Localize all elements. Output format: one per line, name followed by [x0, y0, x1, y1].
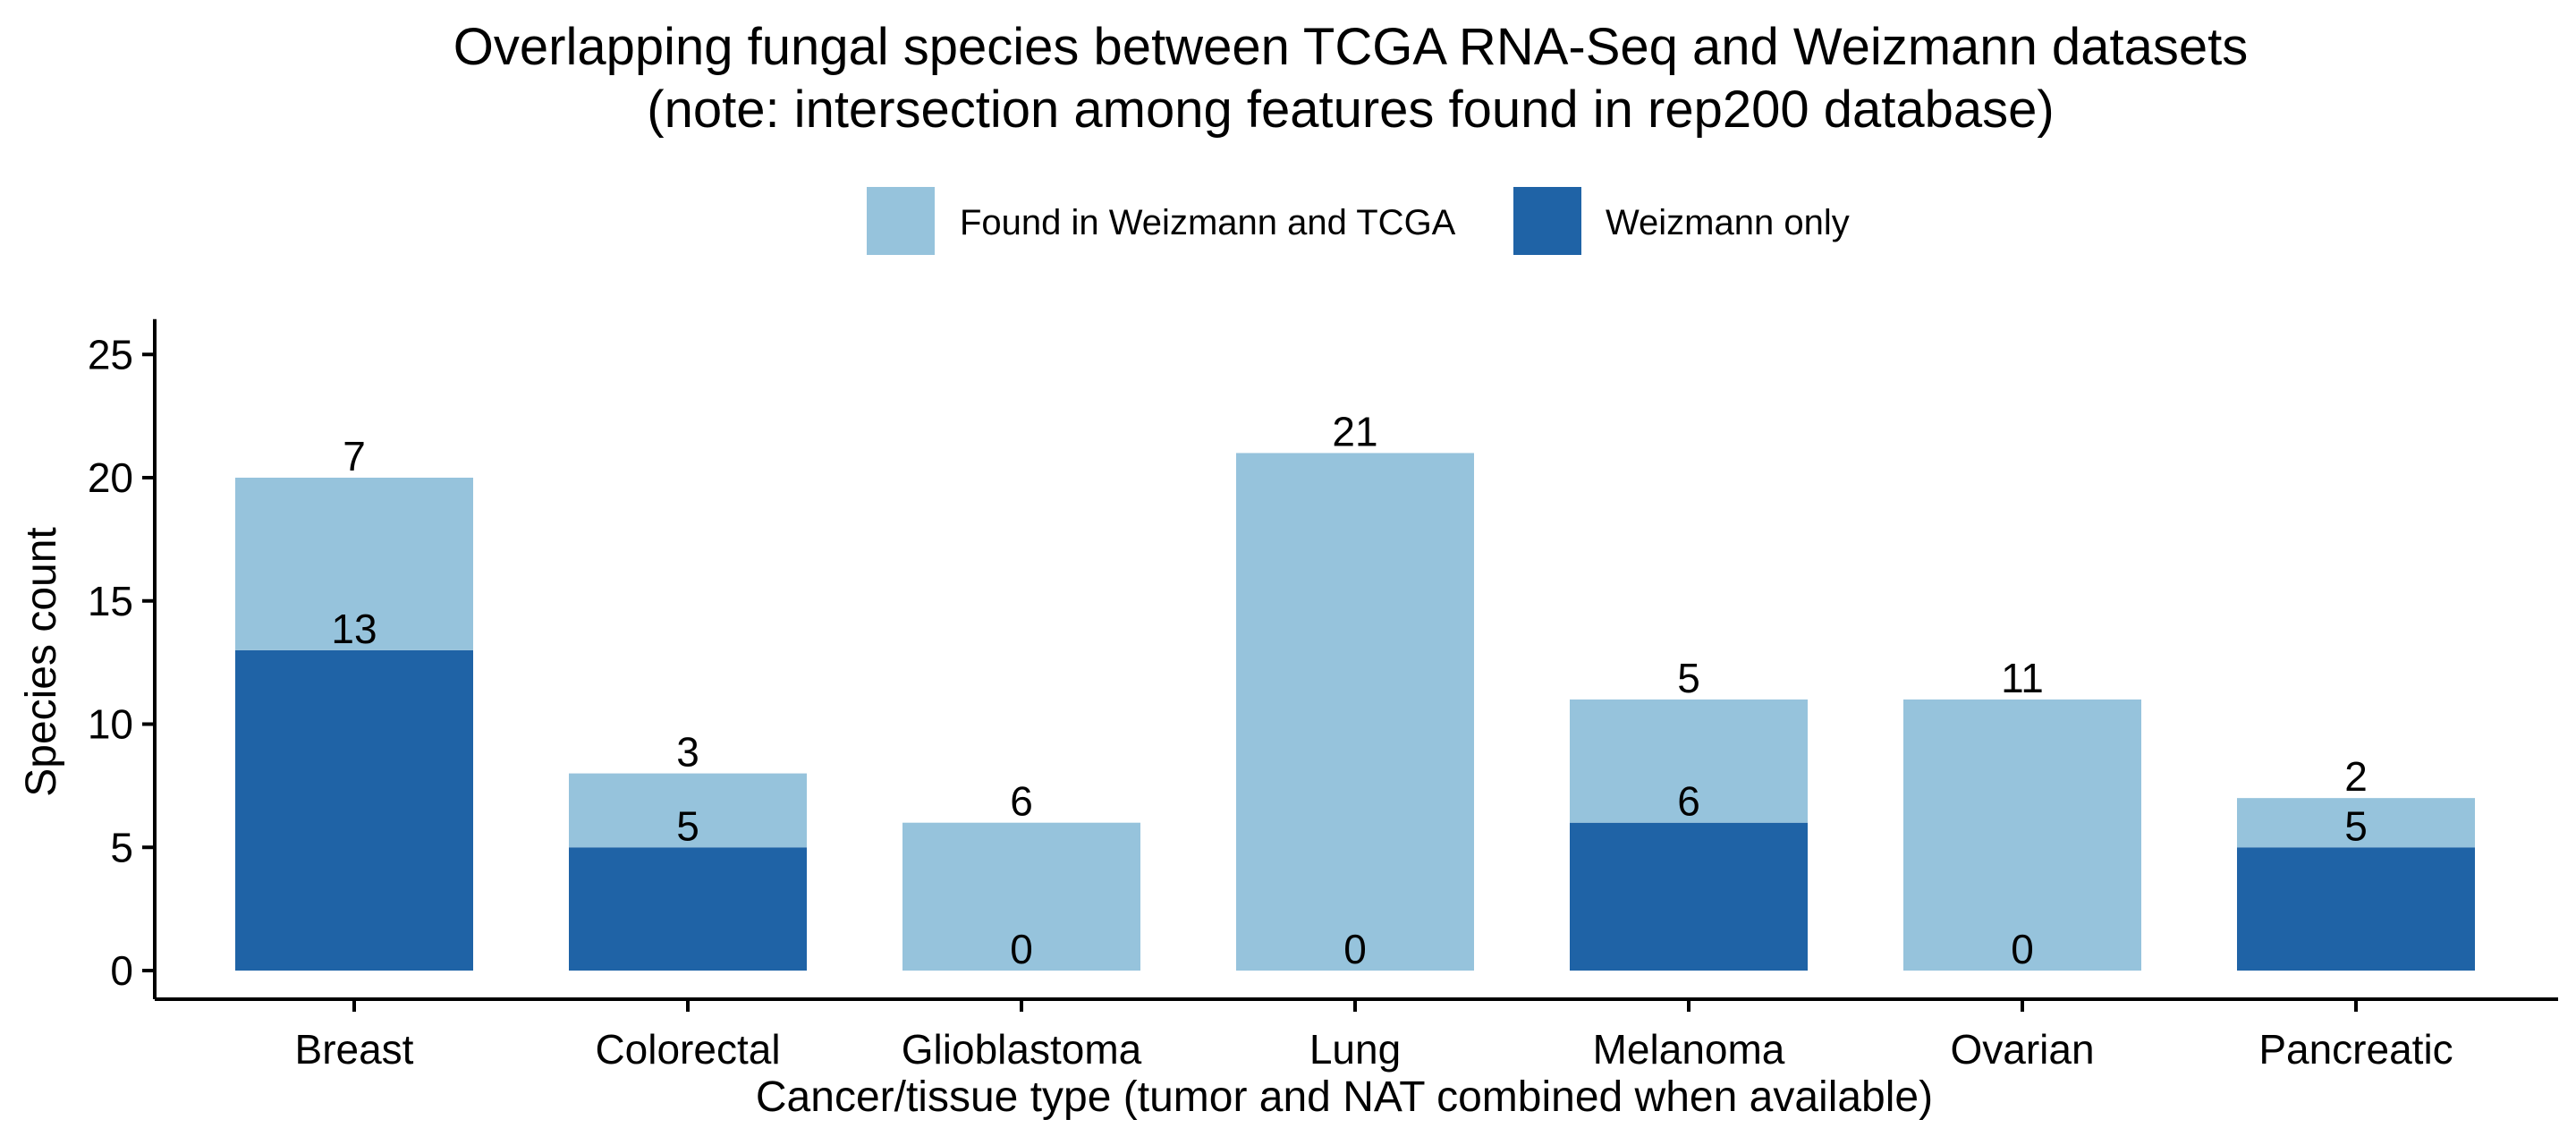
- data-label-pancreatic-found-in-weizmann-and-tcga: 2: [2344, 753, 2368, 800]
- bars: [235, 453, 2475, 971]
- legend-label-found-in-weizmann-and-tcga: Found in Weizmann and TCGA: [960, 203, 1456, 242]
- bar-lung-found-in-weizmann-and-tcga: [1236, 453, 1474, 971]
- data-label-glioblastoma-found-in-weizmann-and-tcga: 6: [1010, 778, 1033, 825]
- data-label-ovarian-found-in-weizmann-and-tcga: 11: [2001, 655, 2044, 701]
- bar-melanoma-weizmann-only: [1570, 822, 1808, 971]
- x-axis-title: Cancer/tissue type (tumor and NAT combin…: [756, 1073, 1933, 1121]
- legend-key-found-in-weizmann-and-tcga: [867, 187, 935, 255]
- data-label-colorectal-found-in-weizmann-and-tcga: 3: [676, 729, 699, 776]
- data-label-colorectal-weizmann-only: 5: [676, 802, 699, 849]
- data-label-lung-weizmann-only: 0: [1343, 926, 1367, 972]
- data-label-breast-weizmann-only: 13: [331, 606, 377, 652]
- y-tick-label: 10: [88, 701, 133, 748]
- x-tick-label-glioblastoma: Glioblastoma: [902, 1026, 1142, 1073]
- y-tick-label: 20: [88, 454, 133, 501]
- data-label-glioblastoma-weizmann-only: 0: [1010, 926, 1033, 972]
- bar-pancreatic-found-in-weizmann-and-tcga: [2237, 798, 2475, 848]
- x-tick-label-pancreatic: Pancreatic: [2258, 1026, 2453, 1073]
- legend: Found in Weizmann and TCGA Weizmann only: [867, 187, 1850, 255]
- data-label-lung-found-in-weizmann-and-tcga: 21: [1332, 408, 1377, 454]
- x-tick-label-lung: Lung: [1309, 1026, 1401, 1073]
- data-label-pancreatic-weizmann-only: 5: [2344, 802, 2368, 849]
- data-label-melanoma-weizmann-only: 6: [1677, 778, 1700, 825]
- y-tick-label: 25: [88, 331, 133, 377]
- bar-breast-found-in-weizmann-and-tcga: [235, 478, 473, 650]
- y-tick-label: 15: [88, 578, 133, 624]
- bar-glioblastoma-found-in-weizmann-and-tcga: [902, 822, 1140, 971]
- legend-label-weizmann-only: Weizmann only: [1606, 203, 1850, 242]
- data-label-melanoma-found-in-weizmann-and-tcga: 5: [1677, 655, 1700, 701]
- bar-ovarian-found-in-weizmann-and-tcga: [1903, 699, 2141, 971]
- y-tick-label: 5: [110, 824, 133, 870]
- y-tick-label: 0: [110, 947, 133, 994]
- x-tick-label-ovarian: Ovarian: [1950, 1026, 2094, 1073]
- bar-melanoma-found-in-weizmann-and-tcga: [1570, 699, 1808, 823]
- data-label-breast-found-in-weizmann-and-tcga: 7: [343, 433, 366, 479]
- x-tick-label-colorectal: Colorectal: [595, 1026, 780, 1073]
- x-tick-label-breast: Breast: [295, 1026, 414, 1073]
- bar-pancreatic-weizmann-only: [2237, 847, 2475, 971]
- y-axis: 0 5 10 15 20 25: [88, 318, 157, 999]
- legend-key-weizmann-only: [1513, 187, 1581, 255]
- bar-breast-weizmann-only: [235, 649, 473, 971]
- x-axis: Breast Colorectal Glioblastoma Lung Melanoma…: [155, 997, 2558, 1073]
- data-label-ovarian-weizmann-only: 0: [2011, 926, 2034, 972]
- y-axis-title: Species count: [18, 527, 65, 797]
- x-tick-label-melanoma: Melanoma: [1593, 1026, 1785, 1073]
- chart-title-line-1: Overlapping fungal species between TCGA …: [453, 18, 2248, 76]
- bar-colorectal-weizmann-only: [569, 847, 807, 971]
- bar-colorectal-found-in-weizmann-and-tcga: [569, 773, 807, 848]
- chart-title-line-2: (note: intersection among features found…: [647, 81, 2054, 139]
